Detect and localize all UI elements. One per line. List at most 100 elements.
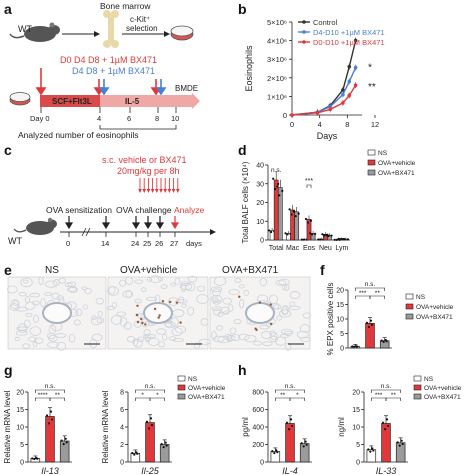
x-axis-label: Days (317, 131, 338, 141)
replicate-point (365, 321, 369, 324)
alveolus (212, 288, 221, 297)
alveolus (302, 312, 311, 319)
replicate-point (400, 439, 403, 442)
legend-label: OVA+BX471 (424, 394, 461, 401)
replicate-point (289, 418, 293, 421)
phase-scf-bar (40, 95, 100, 107)
alveolus (143, 329, 151, 337)
replicate-point (150, 424, 154, 427)
alveolus (233, 319, 242, 325)
y-axis-label: ng/ml (337, 417, 346, 437)
replicate-point (47, 422, 51, 425)
alveolus (125, 276, 133, 285)
significance-bracket (371, 389, 401, 393)
replicate-point (304, 440, 307, 443)
y-tick-label: 20 (256, 200, 264, 207)
significance-label: n.s. (271, 167, 282, 174)
legend-label: NS (424, 376, 434, 383)
y-tick-label: 20 (16, 390, 24, 397)
significance-label: ** (280, 392, 286, 399)
alveolus (262, 341, 273, 347)
replicate-point (302, 238, 305, 241)
epx-positive-cell (254, 327, 257, 330)
significance-bracket (385, 397, 401, 401)
y-tick-label: 0 (283, 111, 287, 120)
replicate-point (325, 234, 328, 237)
data-point (353, 65, 358, 70)
alveolus (210, 286, 223, 293)
alveolus (44, 292, 53, 297)
alveolus (21, 343, 31, 349)
replicate-point (383, 428, 387, 431)
y-tick-label: 2×10⁶ (267, 74, 287, 83)
significance-label: n.s. (285, 383, 296, 390)
alveolus (194, 342, 200, 350)
alveolus (156, 328, 167, 335)
alveolus (221, 306, 230, 314)
replicate-point (276, 185, 279, 188)
y-axis-label: % EPX positive cells (326, 283, 335, 356)
replicate-point (372, 449, 375, 452)
replicate-point (165, 444, 168, 447)
y-tick-label: 15 (16, 407, 24, 414)
alveolus (269, 335, 279, 342)
alveolus (229, 327, 237, 335)
replicate-point (65, 441, 68, 444)
alveolus (273, 304, 282, 310)
replicate-point (286, 233, 289, 236)
timeline-arrow-icon (192, 93, 200, 109)
blue-treatment-arrows (98, 79, 167, 96)
c-day-27: 27 (170, 239, 178, 248)
replicate-point (131, 451, 134, 455)
arrowhead-icon (94, 31, 100, 37)
c-day-25: 25 (143, 239, 151, 248)
data-point (328, 107, 332, 112)
legend-label: NS (378, 150, 388, 157)
replicate-point (367, 325, 371, 329)
alveolus (226, 335, 236, 342)
airway (42, 302, 72, 324)
epx-positive-cell (168, 300, 172, 304)
y-tick-label: 0 (120, 460, 124, 467)
alveolus (212, 299, 221, 305)
replicate-point (309, 232, 312, 235)
alveolus (224, 334, 233, 340)
micrographs (7, 275, 311, 351)
y-axis-label: Total BALF cells (×10⁴) (241, 161, 250, 243)
replicate-point (339, 237, 342, 241)
alveolus (299, 324, 311, 333)
replicate-point (401, 442, 404, 446)
day-label-8: 8 (155, 114, 159, 123)
alveolus (279, 333, 290, 339)
y-tick-label: 4×10⁶ (267, 37, 287, 46)
replicate-point (396, 441, 399, 444)
alveolus (196, 294, 209, 304)
alveolus (23, 279, 29, 284)
alveolus (14, 336, 20, 342)
replicate-point (380, 339, 383, 342)
replicate-point (346, 238, 349, 241)
y-tick-label: 10 (16, 425, 24, 432)
alveolus (234, 277, 242, 283)
replicate-point (311, 233, 314, 236)
legend-label: D0-D10 +1µM BX471 (313, 38, 385, 47)
red-treatment-arrows (35, 68, 162, 96)
alveolus (181, 303, 187, 308)
x-axis-label: Il-25 (141, 466, 160, 475)
epx-positive-cell (144, 323, 147, 326)
alveolus (132, 338, 139, 347)
replicate-point (317, 238, 320, 241)
significance-label: n.s. (145, 383, 156, 390)
legend-marker (302, 20, 306, 24)
legend-swatch (177, 375, 186, 382)
significance-label: ** (55, 392, 61, 399)
y-tick-label: 15 (352, 407, 360, 414)
alveolus (38, 276, 44, 285)
arrowhead-icon (164, 31, 170, 37)
replicate-point (370, 323, 374, 327)
alveolus (244, 334, 257, 343)
significance-bracket (289, 397, 305, 401)
replicate-point (382, 340, 385, 343)
